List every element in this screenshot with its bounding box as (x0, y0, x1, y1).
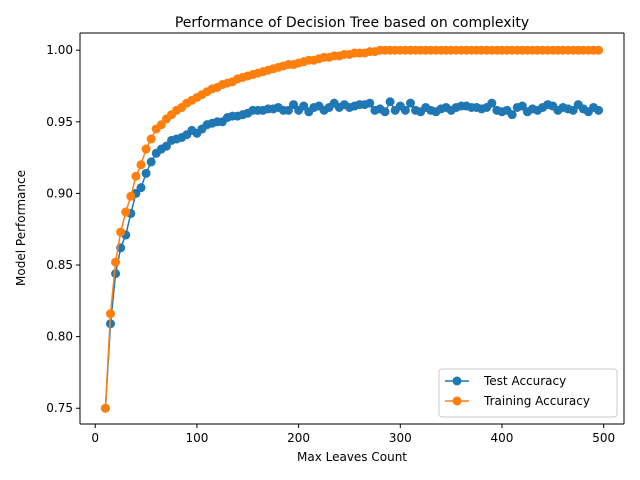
data-point (141, 168, 151, 178)
y-axis-title: Model Performance (14, 170, 28, 286)
data-point (405, 98, 415, 108)
series-layer (100, 45, 604, 413)
x-tick-label: 0 (91, 431, 99, 445)
plot-area (80, 33, 624, 424)
y-tick-label: 0.80 (46, 330, 73, 344)
data-point (385, 97, 395, 107)
data-point (106, 309, 115, 319)
x-axis-title: Max Leaves Count (297, 450, 407, 464)
data-point (121, 207, 131, 217)
x-tick-label: 100 (185, 431, 208, 445)
chart-title: Performance of Decision Tree based on co… (175, 15, 529, 31)
data-point (487, 98, 497, 108)
data-point (365, 98, 375, 108)
legend: Test Accuracy Training Accuracy (438, 368, 618, 418)
data-point (146, 134, 156, 144)
x-tick-label: 400 (491, 431, 514, 445)
axes-layer (79, 32, 625, 425)
data-point (380, 107, 390, 117)
data-point (111, 257, 121, 267)
series-0 (100, 97, 604, 413)
y-ticks: 0.75 0.80 0.85 0.90 0.95 1.00 (46, 43, 80, 415)
legend-test-marker (452, 376, 462, 386)
data-point (100, 403, 110, 413)
y-tick-label: 0.90 (46, 186, 73, 200)
data-point (116, 227, 126, 237)
data-point (507, 110, 517, 120)
data-point (136, 160, 146, 170)
data-point (594, 45, 604, 55)
data-point (594, 105, 604, 115)
x-tick-label: 200 (287, 431, 310, 445)
data-point (126, 191, 136, 201)
data-point (131, 171, 141, 181)
y-tick-label: 0.75 (46, 401, 73, 415)
data-point (136, 183, 146, 193)
legend-training-label: Training Accuracy (483, 394, 590, 408)
data-point (141, 144, 151, 154)
legend-frame (438, 368, 618, 418)
x-tick-label: 500 (592, 431, 615, 445)
data-point (146, 157, 156, 167)
legend-training-marker (452, 396, 462, 406)
y-tick-label: 0.95 (46, 115, 73, 129)
y-tick-label: 1.00 (46, 43, 73, 57)
data-point (400, 105, 410, 115)
data-point (111, 269, 121, 279)
legend-test-label: Test Accuracy (483, 374, 566, 388)
series-1 (100, 45, 604, 413)
x-tick-label: 300 (389, 431, 412, 445)
y-tick-label: 0.85 (46, 258, 73, 272)
x-ticks: 0 100 200 300 400 500 (91, 424, 615, 445)
